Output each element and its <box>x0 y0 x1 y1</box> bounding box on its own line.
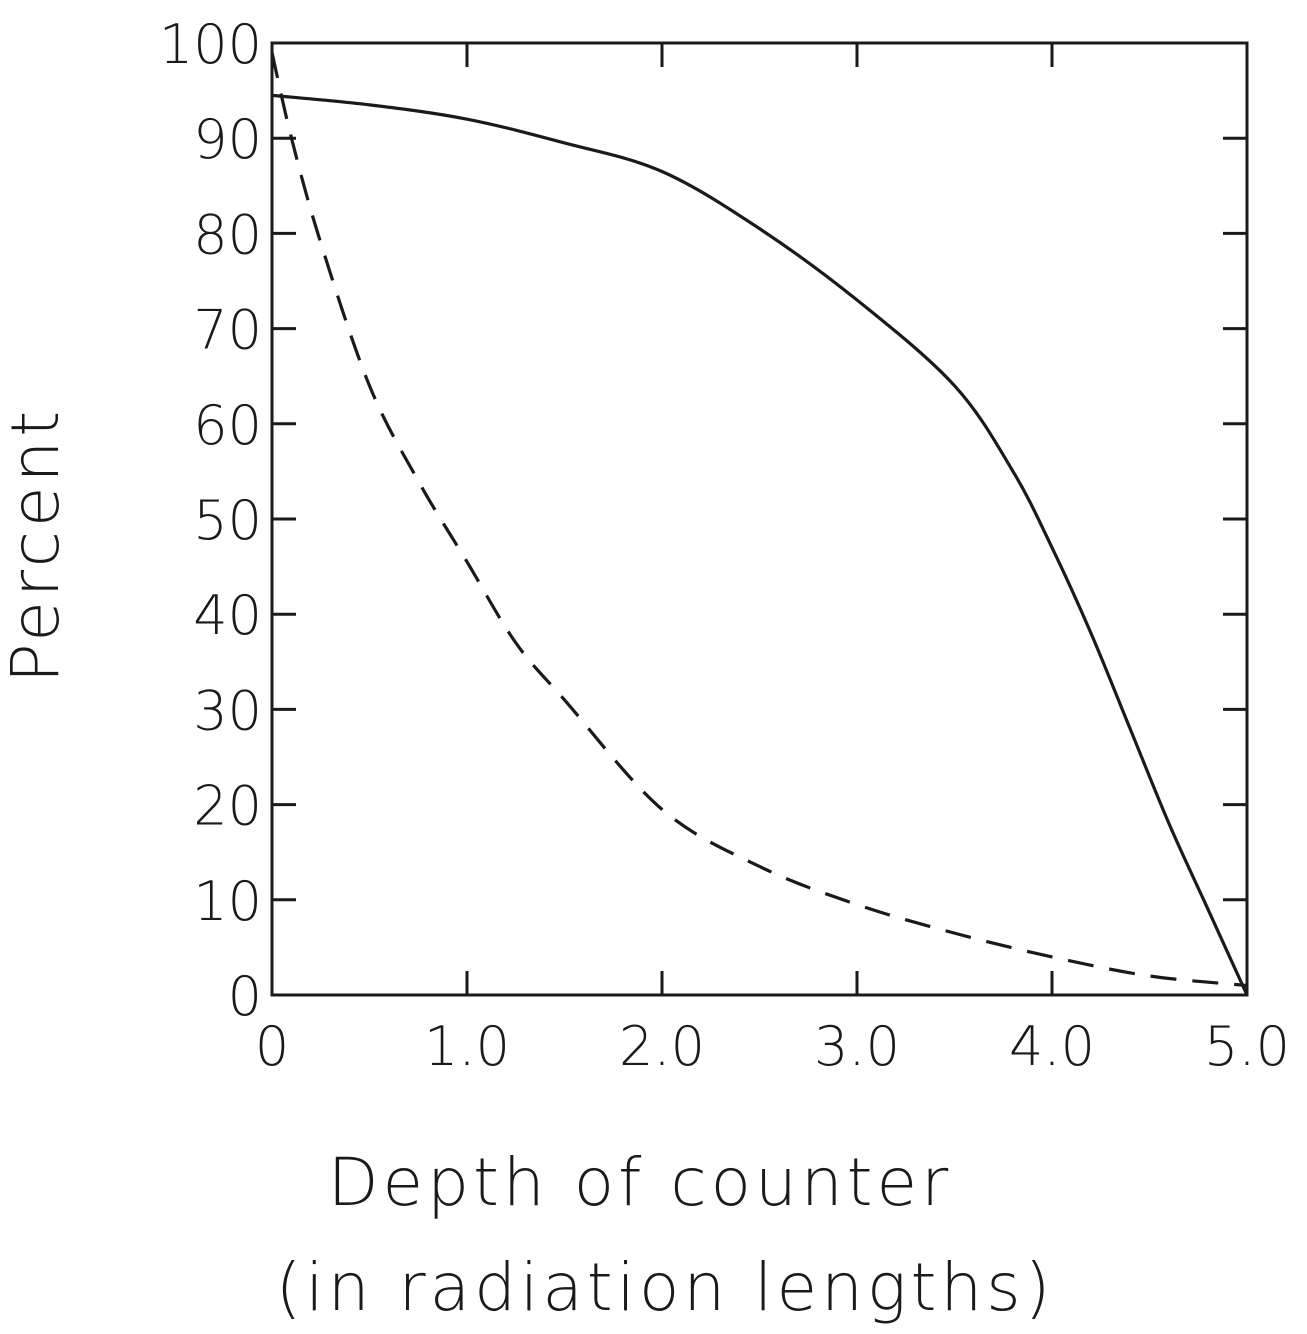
x-tick-label: 3.0 <box>814 1015 900 1078</box>
plot-frame <box>270 41 1249 997</box>
y-tick-label: 90 <box>193 108 262 171</box>
series-layer <box>270 52 1249 996</box>
x-axis-label-line2: (in radiation lengths) <box>276 1249 1055 1326</box>
y-tick-label: 100 <box>159 13 262 76</box>
ticks <box>272 43 1247 995</box>
y-axis-label: Percent <box>0 407 74 683</box>
y-tick-label: 70 <box>193 299 262 362</box>
x-tick-label: 2.0 <box>619 1015 705 1078</box>
y-tick-label: 50 <box>193 489 262 552</box>
y-tick-label: 80 <box>193 203 262 266</box>
x-axis-label: Depth of counter <box>328 1144 953 1221</box>
x-tick-label: 5.0 <box>1204 1015 1290 1078</box>
tick-labels: 0 1.0 2.0 3.0 4.0 5.0 0 10 20 30 40 50 60 70 80 90 100 <box>159 13 1290 1078</box>
y-tick-label: 20 <box>193 775 262 838</box>
y-tick-label: 0 <box>228 965 262 1028</box>
y-tick-label: 10 <box>193 870 262 933</box>
y-tick-label: 60 <box>193 394 262 457</box>
y-tick-label: 40 <box>193 584 262 647</box>
x-tick-label: 4.0 <box>1009 1015 1095 1078</box>
x-tick-label: 1.0 <box>424 1015 510 1078</box>
series-line-solid <box>271 93 1249 996</box>
y-tick-label: 30 <box>193 679 262 742</box>
x-tick-label: 0 <box>255 1015 289 1078</box>
series-line-dashed <box>270 52 1248 988</box>
